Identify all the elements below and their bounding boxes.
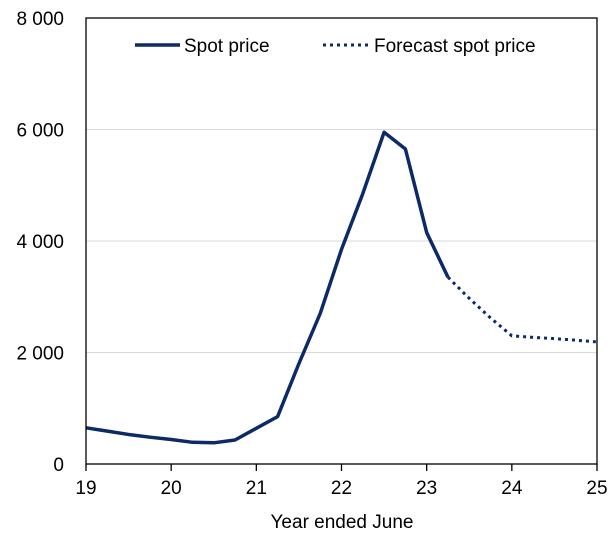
y-tick-label: 2 000: [16, 344, 64, 365]
series-lines: [85, 130, 598, 445]
x-tick-label: 20: [161, 478, 182, 499]
gridlines: [86, 129, 597, 353]
y-tick-label: 4 000: [16, 232, 64, 253]
y-tick-label: 0: [53, 455, 64, 476]
axes: 0 2 000 4 000 6 000 8 000 19 20 21 22 23 24 25: [16, 9, 607, 499]
legend: Spot price Forecast spot price: [135, 36, 536, 57]
spot-price-line: [85, 130, 450, 445]
forecast-spot-price-line: [446, 276, 598, 344]
x-tick-label: 25: [586, 478, 607, 499]
y-tick-label: 6 000: [16, 121, 64, 142]
x-tick-label: 23: [416, 478, 437, 499]
x-tick-label: 24: [501, 478, 523, 499]
y-tick-label: 8 000: [16, 9, 64, 30]
x-axis-title: Year ended June: [271, 512, 414, 532]
legend-label: Forecast spot price: [374, 36, 536, 57]
x-tick-label: 22: [331, 478, 352, 499]
legend-label: Spot price: [184, 36, 270, 57]
x-tick-label: 21: [246, 478, 267, 499]
x-tick-label: 19: [75, 478, 96, 499]
